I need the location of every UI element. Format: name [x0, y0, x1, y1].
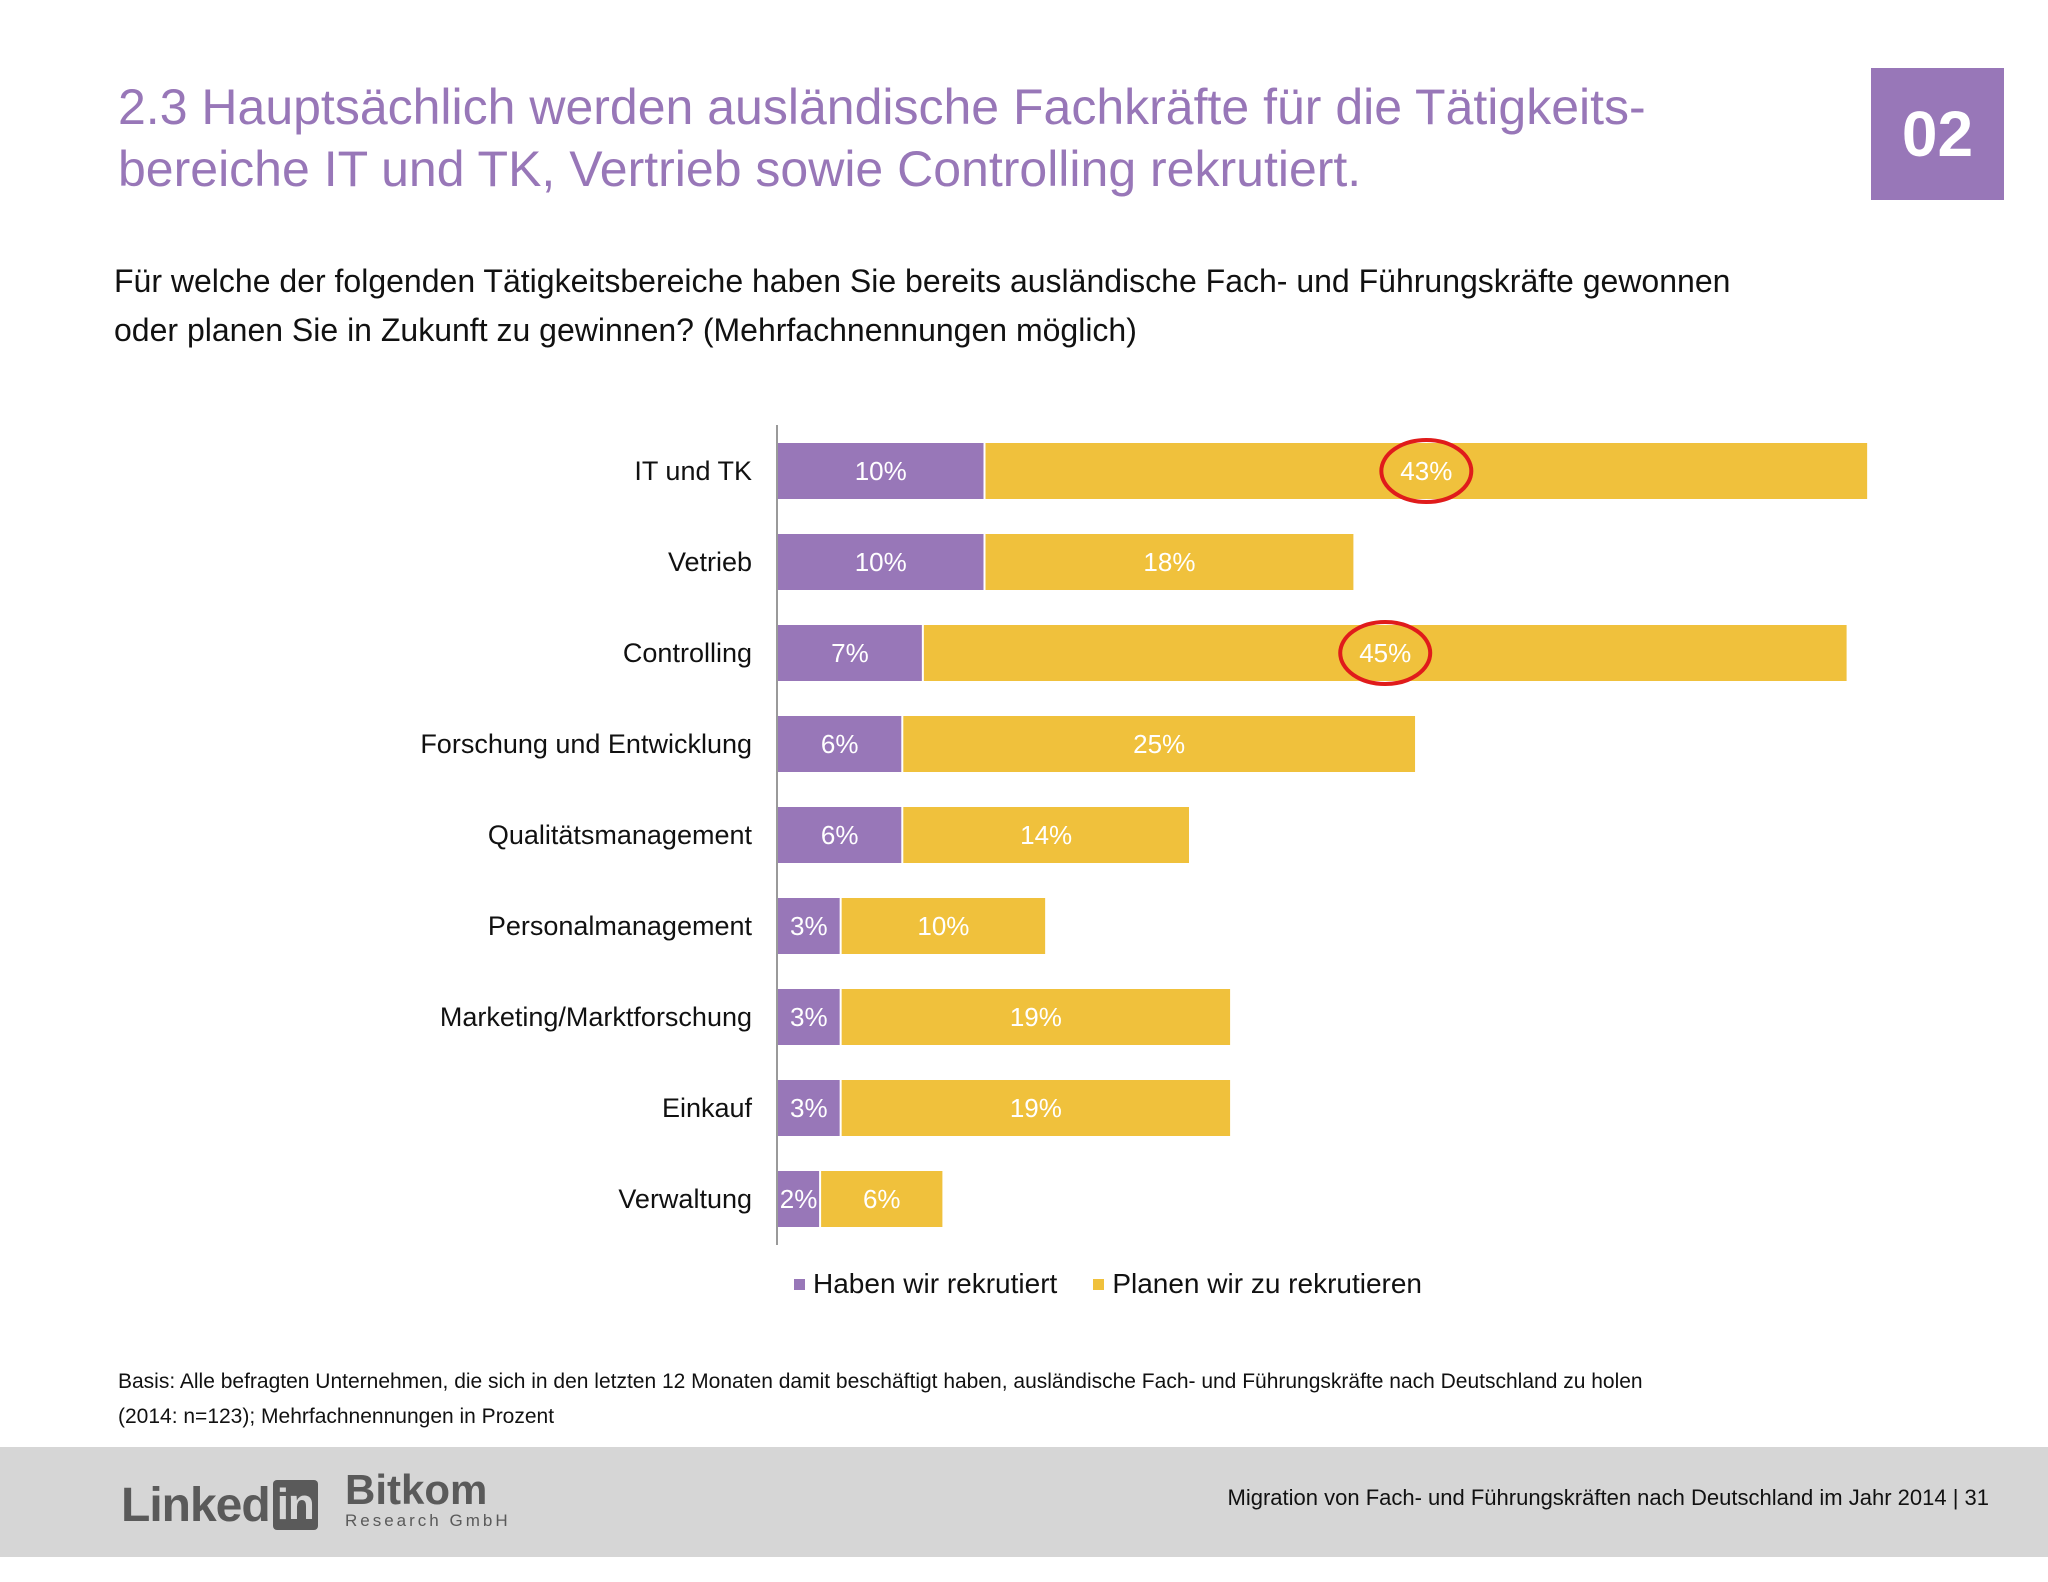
stacked-bar-chart: IT und TK 10% 43% Vetrieb 10% 18% Controlling 7… [420, 425, 1868, 1245]
bar-controlling-recruited [778, 625, 922, 681]
data-label-verwaltung-recruited: 2% [780, 1184, 818, 1214]
bar-verwaltung-planned [821, 1171, 943, 1227]
footnote: Basis: Alle befragten Unternehmen, die s… [118, 1364, 1978, 1434]
data-label-controlling-recruited: 7% [831, 638, 869, 668]
bar-einkauf-planned [841, 1080, 1231, 1136]
bar-marketing-marktforschung-recruited [778, 989, 840, 1045]
data-label-qualitätsmanagement-planned: 14% [1020, 820, 1072, 850]
legend-label-planned: Planen wir zu rekrutieren [1112, 1268, 1423, 1299]
bitkom-logo-subtext: Research GmbH [345, 1511, 511, 1530]
highlight-circle-controlling [1338, 620, 1433, 686]
bar-qualitätsmanagement-planned [903, 807, 1189, 863]
data-label-personalmanagement-planned: 10% [917, 911, 969, 941]
bar-controlling-planned [923, 625, 1847, 681]
data-label-verwaltung-planned: 6% [863, 1184, 901, 1214]
category-label-einkauf: Einkauf [662, 1093, 753, 1123]
bar-qualitätsmanagement-recruited [778, 807, 902, 863]
bar-einkauf-recruited [778, 1080, 840, 1136]
survey-question-line-2: oder planen Sie in Zukunft zu gewinnen? … [114, 312, 1137, 348]
category-label-it-und-tk: IT und TK [634, 456, 752, 486]
data-label-marketing-marktforschung-recruited: 3% [790, 1002, 828, 1032]
data-label-qualitätsmanagement-recruited: 6% [821, 820, 859, 850]
data-label-forschung-und-entwicklung-recruited: 6% [821, 729, 859, 759]
highlight-circle-it-und-tk [1379, 438, 1474, 504]
survey-question: Für welche der folgenden Tätigkeitsberei… [114, 257, 1954, 355]
section-number-badge: 02 [1871, 68, 2004, 200]
category-label-vetrieb: Vetrieb [668, 547, 752, 577]
footer-bar: Linked in Bitkom Research GmbH Migration… [0, 1447, 2048, 1557]
bar-verwaltung-recruited [778, 1171, 820, 1227]
footnote-line-2: (2014: n=123); Mehrfachnennungen in Proz… [118, 1405, 555, 1428]
data-label-einkauf-planned: 19% [1010, 1093, 1062, 1123]
bar-personalmanagement-planned [841, 898, 1046, 954]
footnote-line-1: Basis: Alle befragten Unternehmen, die s… [118, 1370, 1643, 1393]
bar-marketing-marktforschung-planned [841, 989, 1231, 1045]
data-label-controlling-planned: 45% [1359, 638, 1411, 668]
data-label-personalmanagement-recruited: 3% [790, 911, 828, 941]
bar-it-und-tk-planned [985, 443, 1868, 499]
category-label-forschung-und-entwicklung: Forschung und Entwicklung [420, 729, 752, 759]
bar-vetrieb-planned [985, 534, 1354, 590]
legend-item-recruited: Haben wir rekrutiert [794, 1268, 1057, 1300]
survey-question-line-1: Für welche der folgenden Tätigkeitsberei… [114, 263, 1731, 299]
bitkom-logo-text: Bitkom [345, 1466, 488, 1513]
linkedin-logo: Linked in [121, 1478, 318, 1532]
bar-vetrieb-recruited [778, 534, 984, 590]
legend-label-recruited: Haben wir rekrutiert [813, 1268, 1058, 1299]
legend-item-planned: Planen wir zu rekrutieren [1093, 1268, 1422, 1300]
category-label-controlling: Controlling [623, 638, 752, 668]
footer-caption: Migration von Fach- und Führungskräften … [1227, 1485, 1989, 1510]
data-label-forschung-und-entwicklung-planned: 25% [1133, 729, 1185, 759]
category-label-marketing-marktforschung: Marketing/Marktforschung [440, 1002, 752, 1032]
chart-legend: Haben wir rekrutiert Planen wir zu rekru… [794, 1266, 1458, 1302]
page-title: 2.3 Hauptsächlich werden ausländische Fa… [118, 76, 1818, 200]
data-label-vetrieb-recruited: 10% [855, 547, 907, 577]
bar-forschung-und-entwicklung-recruited [778, 716, 902, 772]
legend-swatch-recruited [794, 1278, 805, 1290]
bar-forschung-und-entwicklung-planned [903, 716, 1416, 772]
bitkom-logo: Bitkom Research GmbH [345, 1469, 511, 1531]
linkedin-logo-text: Linked [121, 1478, 271, 1532]
page-title-line-1: 2.3 Hauptsächlich werden ausländische Fa… [118, 79, 1646, 135]
data-label-it-und-tk-recruited: 10% [855, 456, 907, 486]
bar-personalmanagement-recruited [778, 898, 840, 954]
data-label-vetrieb-planned: 18% [1143, 547, 1195, 577]
category-label-verwaltung: Verwaltung [618, 1184, 752, 1214]
page-title-line-2: bereiche IT und TK, Vertrieb sowie Contr… [118, 141, 1362, 197]
data-label-it-und-tk-planned: 43% [1400, 456, 1452, 486]
legend-swatch-planned [1093, 1278, 1105, 1290]
category-label-qualitätsmanagement: Qualitätsmanagement [488, 820, 753, 850]
linkedin-logo-box: in [272, 1480, 318, 1530]
data-label-marketing-marktforschung-planned: 19% [1010, 1002, 1062, 1032]
category-label-personalmanagement: Personalmanagement [488, 911, 753, 941]
data-label-einkauf-recruited: 3% [790, 1093, 828, 1123]
bar-it-und-tk-recruited [778, 443, 984, 499]
